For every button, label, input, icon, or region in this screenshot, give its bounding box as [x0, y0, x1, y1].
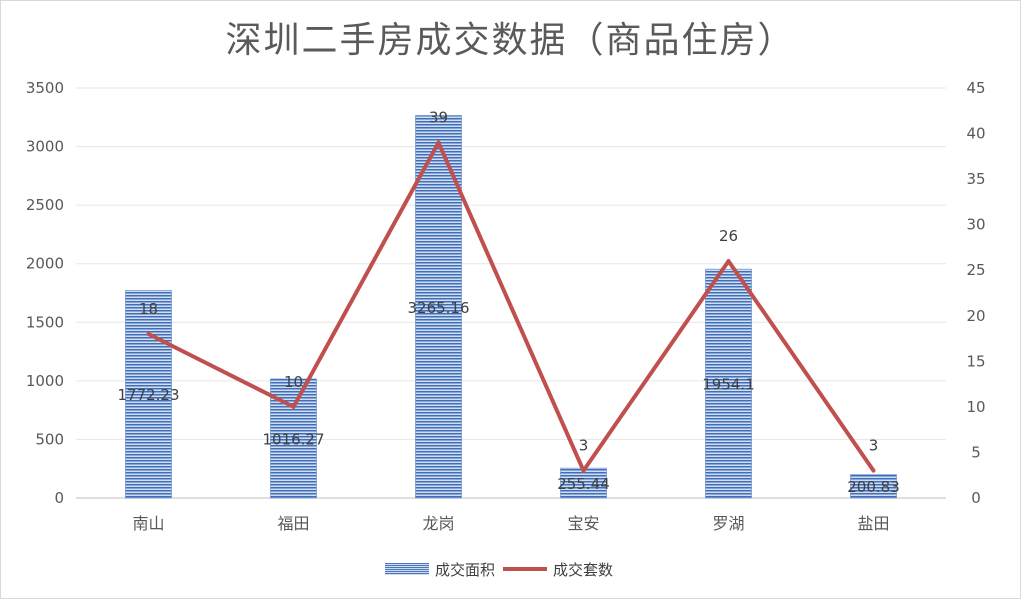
- line-point: [871, 468, 876, 473]
- y-left-tick-label: 2500: [26, 196, 64, 214]
- bar: [125, 290, 172, 499]
- line-point: [726, 259, 731, 264]
- x-tick-label: 宝安: [567, 514, 599, 533]
- y-left-tick-label: 2000: [26, 255, 64, 273]
- x-tick-label: 盐田: [857, 514, 889, 533]
- line-point: [291, 404, 296, 409]
- y-left-tick-label: 3500: [26, 79, 64, 97]
- legend-label-count: 成交套数: [553, 560, 614, 579]
- y-left-tick-label: 3000: [26, 138, 64, 156]
- legend: 成交面积 成交套数: [385, 557, 613, 581]
- bar-value-label: 255.44: [557, 475, 610, 493]
- line-value-label: 3: [869, 437, 879, 455]
- line-value-label: 3: [579, 437, 589, 455]
- line-point: [436, 140, 441, 145]
- x-tick-label: 福田: [277, 514, 309, 533]
- bar: [560, 467, 607, 499]
- x-tick-label: 罗湖: [712, 514, 744, 533]
- y-left-tick-label: 1000: [26, 372, 64, 390]
- y-right-tick-label: 30: [966, 216, 985, 234]
- y-right-tick-label: 0: [971, 489, 981, 507]
- bar: [850, 474, 897, 499]
- y-right-tick-label: 5: [971, 443, 981, 461]
- bar-value-label: 1016.27: [262, 430, 324, 448]
- legend-line-swatch: [503, 567, 548, 571]
- y-left-tick-label: 1500: [26, 313, 64, 331]
- bar-value-label: 1954.1: [702, 376, 755, 394]
- line-point: [146, 332, 151, 336]
- x-tick-label: 南山: [132, 514, 164, 533]
- line-point: [581, 468, 586, 473]
- line-value-label: 39: [429, 109, 448, 127]
- bar-value-label: 1772.23: [117, 386, 179, 404]
- line-value-label: 26: [719, 227, 738, 245]
- line-value-label: 10: [284, 373, 303, 391]
- y-right-tick-label: 10: [966, 398, 985, 416]
- y-right-tick-label: 45: [966, 79, 985, 97]
- legend-label-area: 成交面积: [435, 560, 496, 579]
- y-right-tick-label: 35: [966, 170, 985, 188]
- bar-value-label: 3265.16: [407, 299, 469, 317]
- y-left-tick-label: 0: [54, 489, 64, 507]
- line-value-label: 18: [139, 300, 158, 318]
- y-right-tick-label: 20: [966, 307, 985, 325]
- x-tick-label: 龙岗: [422, 514, 454, 533]
- y-right-tick-label: 15: [966, 352, 985, 370]
- bar-value-label: 200.83: [847, 478, 900, 496]
- y-left-tick-label: 500: [35, 430, 64, 448]
- legend-item-count: 成交套数: [503, 559, 613, 580]
- y-right-tick-label: 40: [966, 125, 985, 143]
- count-line: [147, 140, 876, 473]
- legend-bar-swatch: [385, 563, 429, 575]
- legend-item-area: 成交面积: [385, 559, 495, 580]
- chart-title: 深圳二手房成交数据（商品住房）: [225, 20, 796, 61]
- y-right-tick-label: 25: [966, 261, 985, 279]
- bar: [705, 268, 752, 499]
